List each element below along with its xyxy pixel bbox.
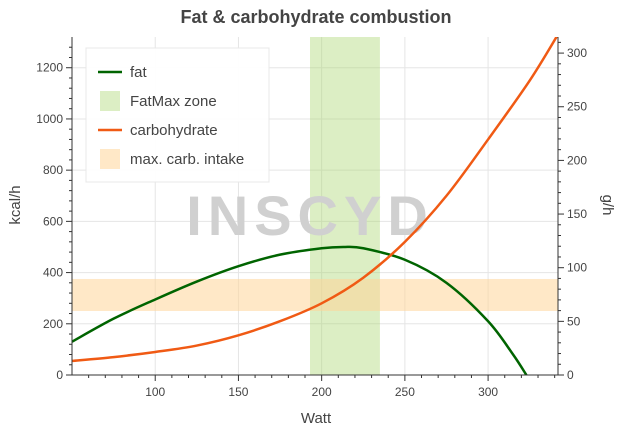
x-tick-label: 250 (395, 385, 415, 399)
y-tick-label: 1200 (36, 61, 63, 75)
legend-item-fat-label: fat (130, 64, 148, 81)
y-tick-label: 400 (43, 266, 63, 280)
y-tick-label: 800 (43, 163, 63, 177)
y-tick-label: 600 (43, 214, 63, 228)
legend-item-carbohydrate-label: carbohydrate (130, 122, 218, 139)
legend-item-fatmax-zone-swatch (100, 91, 120, 111)
x-tick-label: 150 (228, 385, 248, 399)
y2-tick-label: 50 (567, 314, 581, 328)
axes (71, 37, 559, 376)
y-axis-ticks: 0 200 400 600 800 1000 1200 (36, 46, 72, 382)
x-axis-ticks: 100 150 200 250 300 (88, 375, 556, 399)
series-line-fat (72, 245, 528, 375)
series-line-carbohydrate (72, 37, 558, 363)
y-tick-label: 200 (43, 317, 63, 331)
y-tick-label: 1000 (36, 112, 63, 126)
legend-item-max-carb-intake-swatch (100, 149, 120, 169)
y2-tick-label: 150 (567, 207, 587, 221)
series-lines (72, 37, 558, 375)
x-tick-label: 300 (478, 385, 498, 399)
watermark-logo: INSCYD (186, 184, 434, 247)
y2-axis-title: g/h (599, 195, 616, 216)
x-tick-label: 200 (312, 385, 332, 399)
legend-item-fatmax-zone-label: FatMax zone (130, 93, 217, 110)
band-fatmax-zone (310, 37, 380, 375)
legend: fat FatMax zone carbohydrate max. carb. int… (85, 47, 270, 183)
y2-tick-label: 250 (567, 100, 587, 114)
x-axis-title: Watt (301, 410, 332, 427)
legend-item-max-carb-intake-label: max. carb. intake (130, 151, 244, 168)
chart-title: Fat & carbohydrate combustion (180, 7, 451, 27)
bands (72, 37, 558, 375)
y2-axis-ticks: 0 50 100 150 200 250 300 (558, 41, 587, 382)
x-tick-label: 100 (145, 385, 165, 399)
y2-tick-label: 300 (567, 46, 587, 60)
y2-tick-label: 100 (567, 261, 587, 275)
y2-tick-label: 200 (567, 153, 587, 167)
y-axis-title: kcal/h (7, 185, 24, 224)
y2-tick-label: 0 (567, 368, 574, 382)
y-tick-label: 0 (56, 368, 63, 382)
